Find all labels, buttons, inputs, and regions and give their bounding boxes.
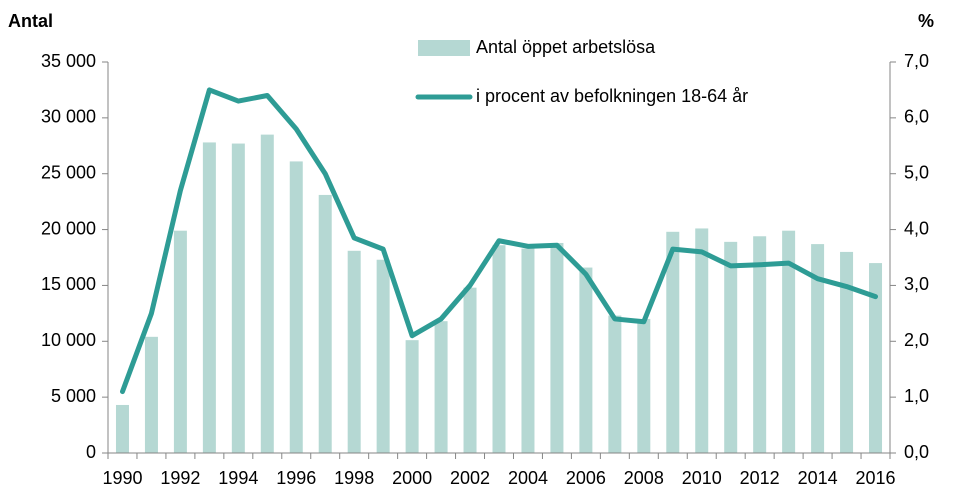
x-tick-label: 2012: [740, 468, 780, 488]
line: [119, 87, 879, 395]
bar: [492, 245, 506, 453]
y-tick-label: 10 000: [41, 330, 96, 350]
bar: [376, 259, 390, 453]
bar: [347, 250, 361, 453]
x-tick-label: 2010: [682, 468, 722, 488]
bar: [869, 263, 883, 453]
legend-label: Antal öppet arbetslösa: [476, 37, 656, 57]
bar: [434, 321, 448, 453]
y-tick-label: 5 000: [51, 386, 96, 406]
x-tick-label: 2002: [450, 468, 490, 488]
bar: [724, 241, 738, 453]
y2-tick-label: 4,0: [904, 218, 929, 238]
y-tick-label: 25 000: [41, 162, 96, 182]
legend-label: i procent av befolkningen 18-64 år: [476, 86, 748, 106]
bar: [173, 230, 187, 453]
bar: [405, 340, 419, 453]
bar: [115, 404, 129, 453]
bar: [811, 244, 825, 453]
bar: [753, 236, 767, 453]
y2-tick-label: 1,0: [904, 386, 929, 406]
bar: [608, 315, 622, 453]
bar: [463, 287, 477, 453]
bar: [579, 267, 593, 453]
y-axis-title: Antal: [8, 11, 53, 31]
x-tick-label: 2008: [624, 468, 664, 488]
bar: [637, 318, 651, 453]
x-tick-label: 2006: [566, 468, 606, 488]
y2-tick-label: 2,0: [904, 330, 929, 350]
bar: [318, 194, 332, 453]
x-tick-label: 1990: [102, 468, 142, 488]
y2-tick-label: 3,0: [904, 274, 929, 294]
y2-tick-label: 6,0: [904, 107, 929, 127]
x-tick-label: 2014: [798, 468, 838, 488]
bar: [840, 251, 854, 453]
bar: [666, 231, 680, 453]
x-tick-label: 1992: [160, 468, 200, 488]
y2-tick-label: 5,0: [904, 162, 929, 182]
bar: [550, 242, 564, 453]
y-tick-label: 30 000: [41, 107, 96, 127]
bar: [144, 336, 158, 453]
y-tick-label: 0: [86, 442, 96, 462]
legend-swatch: [418, 40, 470, 56]
x-tick-label: 1994: [218, 468, 258, 488]
y2-tick-label: 7,0: [904, 51, 929, 71]
bar: [260, 134, 274, 453]
y-tick-label: 15 000: [41, 274, 96, 294]
y2-axis-title: %: [918, 11, 934, 31]
x-tick-label: 1996: [276, 468, 316, 488]
y-tick-label: 35 000: [41, 51, 96, 71]
bar: [289, 161, 303, 453]
bar: [231, 143, 245, 453]
y2-tick-label: 0,0: [904, 442, 929, 462]
x-tick-label: 2000: [392, 468, 432, 488]
bar: [695, 228, 709, 453]
y-tick-label: 20 000: [41, 218, 96, 238]
x-tick-label: 2016: [855, 468, 895, 488]
bar: [782, 230, 796, 453]
x-tick-label: 2004: [508, 468, 548, 488]
x-tick-label: 1998: [334, 468, 374, 488]
bar: [521, 248, 535, 453]
bar: [202, 142, 216, 454]
